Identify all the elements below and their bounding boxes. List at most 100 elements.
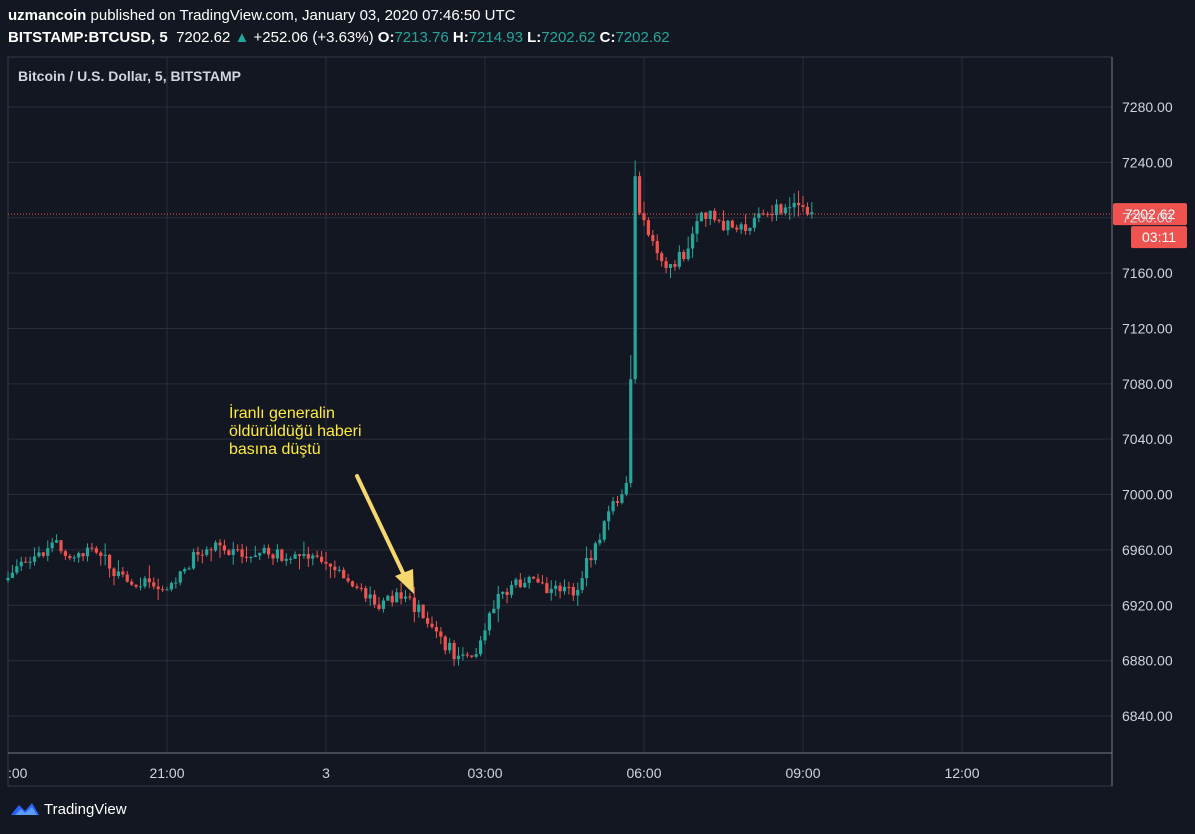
candle-body: [390, 595, 394, 603]
candle-body: [174, 582, 178, 584]
candle-body: [350, 581, 355, 587]
candle-body: [15, 566, 19, 573]
candle-body: [377, 604, 381, 609]
candle-body: [660, 253, 664, 262]
candle-body: [72, 557, 76, 559]
candle-body: [810, 212, 814, 215]
candle-body: [584, 557, 589, 579]
candles: [6, 160, 814, 666]
candle-body: [196, 551, 200, 555]
candle-body: [302, 554, 306, 556]
close-value: 7202.62: [615, 29, 670, 46]
y-tick-label: 7080.00: [1122, 376, 1173, 392]
candle-body: [240, 549, 244, 557]
candle-body: [99, 552, 103, 556]
candle-body: [77, 553, 81, 558]
candle-body: [200, 554, 204, 556]
candle-body: [448, 642, 452, 651]
candle-body: [562, 587, 567, 592]
candle-body: [138, 586, 143, 588]
x-tick-label: 06:00: [626, 765, 661, 781]
y-tick-label: 6840.00: [1122, 708, 1173, 724]
candle-body: [213, 542, 218, 551]
y-tick-label: 7200.00: [1122, 210, 1173, 226]
candle-body: [130, 581, 134, 585]
price-axis: 7280.00 7240.00 7200.00 7160.00 7120.00 7080.…: [1122, 99, 1173, 724]
candle-body: [690, 233, 695, 249]
candle-body: [258, 552, 262, 556]
candle-body: [32, 556, 37, 562]
candle-body: [571, 587, 575, 596]
candle-body: [748, 227, 752, 231]
candle-body: [178, 571, 182, 583]
candle-body: [59, 540, 63, 552]
candle-body: [54, 540, 59, 543]
candle-body: [311, 555, 315, 559]
y-tick-label: 7040.00: [1122, 431, 1173, 447]
candle-body: [788, 207, 792, 209]
candle-body: [805, 206, 810, 215]
candle-body: [637, 176, 642, 214]
y-tick-label: 6920.00: [1122, 597, 1173, 613]
candle-body: [646, 220, 651, 236]
candle-body: [735, 227, 739, 230]
candle-body: [359, 587, 363, 589]
candle-body: [10, 572, 15, 578]
candle-body: [143, 578, 147, 587]
candle-body: [103, 554, 107, 556]
grid: [7, 57, 1112, 753]
publisher-name[interactable]: uzmancoin: [8, 7, 87, 24]
candle-body: [297, 554, 302, 556]
candle-body: [509, 584, 514, 595]
ohlc-line: BITSTAMP:BTCUSD, 5 7202.62 ▲ +252.06 (+3…: [8, 29, 670, 46]
candle-body: [191, 551, 196, 569]
candle-body: [266, 547, 271, 555]
candle-body: [770, 214, 774, 216]
y-tick-label: 6880.00: [1122, 653, 1173, 669]
candle-body: [496, 593, 500, 609]
brand-text: TradingView: [44, 800, 127, 818]
y-tick-label: 7280.00: [1122, 99, 1173, 115]
candle-body: [567, 587, 571, 589]
candle-body: [686, 248, 690, 259]
candle-body: [222, 545, 227, 551]
candle-body: [514, 579, 518, 585]
low-label: L:: [527, 29, 542, 46]
chart-title: Bitcoin / U.S. Dollar, 5, BITSTAMP: [18, 68, 241, 84]
annotation-text-line: öldürüldüğü haberi: [229, 423, 362, 440]
current-price-tag-text: 7202.62: [1125, 206, 1176, 222]
high-label: H:: [452, 29, 469, 46]
candle-body: [85, 547, 90, 557]
countdown-tag: [1131, 226, 1187, 249]
candle-body: [717, 219, 721, 221]
low-value: 7202.62: [541, 29, 596, 46]
x-tick-label: 03:00: [467, 765, 502, 781]
current-price-tag: [1113, 203, 1187, 226]
candle-body: [461, 654, 465, 656]
candle-body: [452, 642, 456, 660]
candle-body: [19, 561, 23, 567]
candle-body: [501, 591, 505, 594]
candle-body: [147, 578, 151, 583]
y-tick-label: 7160.00: [1122, 265, 1173, 281]
candle-body: [275, 549, 280, 559]
last-price: 7202.62: [176, 29, 231, 46]
candle-body: [655, 241, 659, 254]
candle-body: [244, 556, 249, 558]
candle-body: [289, 558, 293, 560]
candle-body: [743, 224, 748, 231]
candle-body: [761, 213, 765, 215]
tradingview-brand[interactable]: TradingView: [10, 800, 127, 818]
candle-body: [169, 583, 174, 590]
candle-body: [483, 630, 487, 641]
candle-body: [284, 558, 288, 561]
candle-body: [319, 556, 324, 562]
candle-body: [231, 549, 235, 556]
candle-body: [651, 235, 655, 242]
candle-body: [160, 589, 165, 591]
candle-body: [492, 608, 496, 614]
candle-body: [527, 576, 531, 583]
candle-body: [408, 596, 412, 598]
candle-body: [673, 264, 677, 267]
